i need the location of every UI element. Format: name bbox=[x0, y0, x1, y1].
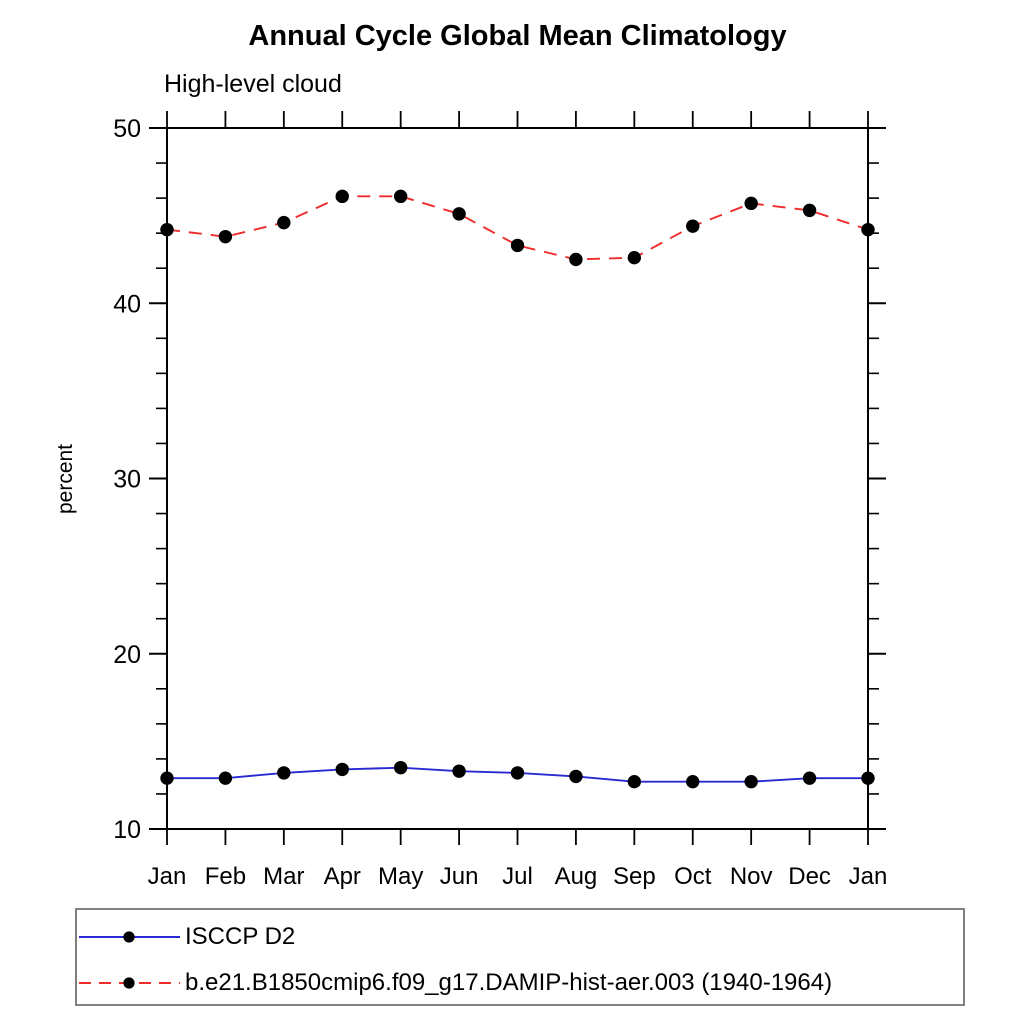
data-point-marker bbox=[335, 189, 349, 204]
x-axis-tick-labels: Jan Feb Mar Apr May Jun Jul Aug Sep Oct Nov Dec Jan bbox=[148, 863, 888, 890]
y-axis-title: percent bbox=[54, 444, 77, 514]
x-tick-label: Jun bbox=[440, 863, 479, 890]
y-tick-label: 50 bbox=[113, 115, 141, 143]
data-point-marker bbox=[218, 771, 233, 785]
x-tick-label: May bbox=[378, 863, 423, 890]
x-tick-label: Feb bbox=[205, 863, 246, 890]
legend: ISCCP D2 b.e21.B1850cmip6.f09_g17.DAMIP-… bbox=[75, 908, 965, 1006]
x-tick-label: Sep bbox=[613, 863, 656, 890]
y-tick-label: 20 bbox=[113, 641, 141, 669]
data-point-marker bbox=[393, 189, 408, 204]
x-tick-label: Jul bbox=[502, 863, 533, 890]
y-axis-tick-labels: 10 20 30 40 50 bbox=[113, 115, 141, 844]
y-tick-label: 30 bbox=[113, 466, 141, 494]
x-tick-label: Jan bbox=[849, 863, 888, 890]
data-point-marker bbox=[452, 764, 466, 778]
data-point-marker bbox=[569, 252, 583, 267]
series-markers-1 bbox=[160, 189, 875, 267]
legend-label: b.e21.B1850cmip6.f09_g17.DAMIP-hist-aer.… bbox=[185, 969, 833, 996]
x-tick-label: Jan bbox=[148, 863, 187, 890]
data-point-marker bbox=[744, 774, 758, 789]
y-tick-label: 40 bbox=[113, 290, 141, 318]
data-point-marker bbox=[802, 771, 817, 785]
data-point-marker bbox=[277, 215, 291, 230]
legend-label: ISCCP D2 bbox=[185, 923, 296, 950]
x-tick-label: Aug bbox=[555, 863, 598, 890]
x-axis-ticks bbox=[166, 111, 869, 845]
data-point-marker bbox=[744, 196, 758, 211]
y-axis-ticks bbox=[149, 127, 886, 830]
legend-entry-model: b.e21.B1850cmip6.f09_g17.DAMIP-hist-aer.… bbox=[78, 969, 832, 997]
data-point-marker bbox=[277, 766, 291, 780]
data-point-marker bbox=[861, 222, 875, 237]
legend-line-sample-solid bbox=[79, 931, 180, 943]
chart-subtitle: High-level cloud bbox=[164, 70, 342, 98]
data-point-marker bbox=[510, 238, 525, 253]
series-markers-0 bbox=[160, 760, 875, 789]
data-point-marker bbox=[510, 766, 525, 780]
legend-line-sample-dashed bbox=[79, 977, 180, 989]
chart-title: Annual Cycle Global Mean Climatology bbox=[248, 20, 787, 52]
data-point-marker bbox=[861, 771, 875, 785]
data-point-marker bbox=[627, 774, 642, 789]
x-tick-label: Dec bbox=[788, 863, 831, 890]
x-tick-label: Apr bbox=[324, 863, 361, 890]
data-point-marker bbox=[160, 771, 174, 785]
data-point-marker bbox=[393, 760, 408, 775]
data-point-marker bbox=[452, 207, 466, 221]
x-tick-label: Nov bbox=[730, 863, 773, 890]
data-point-marker bbox=[569, 769, 583, 784]
plot-frame bbox=[166, 127, 869, 830]
y-tick-label: 10 bbox=[113, 816, 141, 844]
x-tick-label: Oct bbox=[674, 863, 712, 890]
data-point-marker bbox=[627, 250, 642, 265]
data-point-marker bbox=[218, 229, 233, 244]
data-point-marker bbox=[802, 203, 817, 218]
data-point-marker bbox=[686, 219, 700, 233]
legend-entry-isccp: ISCCP D2 bbox=[78, 923, 295, 951]
x-tick-label: Mar bbox=[263, 863, 304, 890]
data-point-marker bbox=[160, 222, 174, 237]
data-point-marker bbox=[686, 774, 700, 789]
data-point-marker bbox=[335, 762, 349, 777]
